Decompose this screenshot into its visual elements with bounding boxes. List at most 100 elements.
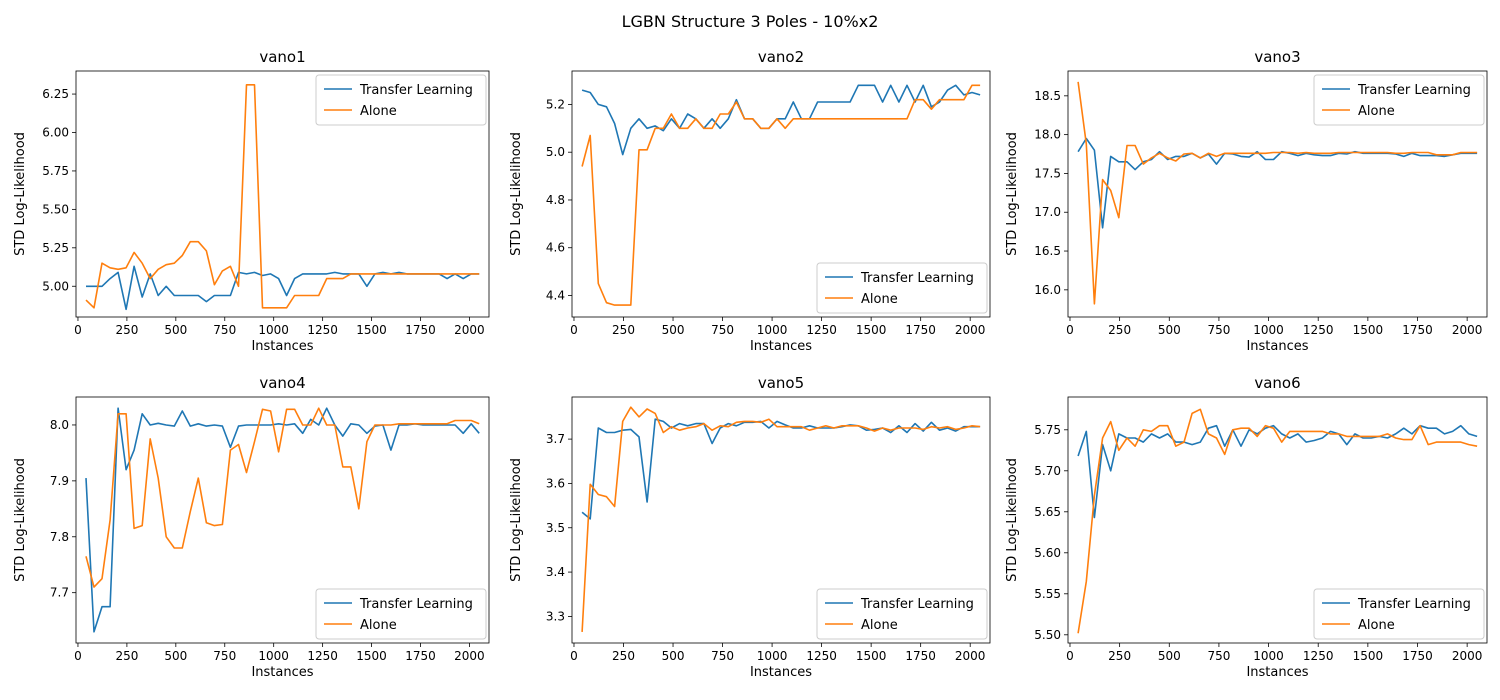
subplot-title: vano3 [1254,48,1300,66]
subplot-vano1: vano1 0 250 500 750 1000 1250 1500 1750 2000 5.00 5… [13,48,490,354]
y-tick-label: 5.60 [1034,546,1061,560]
legend-entry: Alone [1358,618,1395,633]
subplot-vano2: vano2 0 250 500 750 1000 1250 1500 1750 2000 4.4 4.… [509,48,991,354]
x-tick-label: 0 [570,323,578,337]
x-tick-label: 1750 [405,649,436,663]
y-tick-label: 5.50 [42,202,69,216]
legend-box [1313,74,1485,126]
x-tick-label: 750 [1207,649,1230,663]
y-axis-label: STD Log-Likelihood [13,132,28,256]
x-axis-label: Instances [1246,339,1308,354]
x-tick-label: 0 [74,323,82,337]
y-tick-label: 5.00 [42,279,69,293]
x-axis-label: Instances [251,339,313,354]
legend: Transfer Learning Alone [1313,74,1485,126]
y-tick-label: 5.25 [42,241,69,255]
legend: Transfer Learning Alone [1313,588,1485,640]
series-line-transfer-learning [1077,137,1478,229]
x-tick-label: 500 [1158,649,1181,663]
legend-entry: Alone [861,292,898,307]
series-line-alone [85,407,480,588]
y-tick-label: 17.0 [1034,205,1061,219]
x-tick-label: 250 [1108,323,1131,337]
series-line-transfer-learning [86,265,480,311]
x-tick-label: 2000 [1452,323,1483,337]
x-tick-label: 1000 [757,649,788,663]
subplot-vano5: vano5 0 250 500 750 1000 1250 1500 1750 2000 3.3 3.… [509,374,991,680]
subplot-title: vano5 [758,374,804,392]
subplot-title: vano6 [1254,374,1300,392]
legend: Transfer Learning Alone [816,262,988,314]
x-tick-label: 500 [1158,323,1181,337]
y-axis-label: STD Log-Likelihood [1005,132,1020,256]
x-tick-label: 1000 [258,323,289,337]
y-tick-label: 17.5 [1034,166,1061,180]
series-line-transfer-learning [581,418,981,520]
x-tick-label: 1250 [806,649,837,663]
y-tick-label: 3.7 [546,432,565,446]
y-tick-label: 7.8 [50,530,69,544]
x-tick-label: 750 [711,649,734,663]
legend-entry: Transfer Learning [1357,83,1471,98]
x-tick-label: 0 [1066,649,1074,663]
x-tick-label: 2000 [955,323,986,337]
x-tick-label: 1000 [1253,323,1284,337]
y-axis-label: STD Log-Likelihood [509,458,524,582]
legend-entry: Alone [861,618,898,633]
legend-box [816,588,988,640]
x-tick-label: 1750 [905,323,936,337]
legend-entry: Alone [1358,104,1395,119]
x-tick-label: 1750 [1402,649,1433,663]
subplot-vano6: vano6 0 250 500 750 1000 1250 1500 1750 2000 5.50 5… [1005,374,1488,680]
plot-frame [75,70,490,318]
y-tick-label: 18.0 [1034,128,1061,142]
x-tick-label: 0 [1066,323,1074,337]
plot-frame [75,396,490,644]
x-tick-label: 1000 [757,323,788,337]
x-tick-label: 2000 [454,323,485,337]
x-tick-label: 1750 [905,649,936,663]
y-tick-label: 5.70 [1034,464,1061,478]
x-tick-label: 750 [213,649,236,663]
x-tick-label: 1250 [806,323,837,337]
legend-entry: Transfer Learning [359,83,473,98]
figure-title: LGBN Structure 3 Poles - 10%x2 [622,12,879,31]
subplot-vano3: vano3 0 250 500 750 1000 1250 1500 1750 2000 16.0 1… [1005,48,1488,354]
y-tick-label: 7.9 [50,474,69,488]
x-tick-label: 1500 [856,323,887,337]
x-tick-label: 1750 [1402,323,1433,337]
x-axis-label: Instances [750,665,812,680]
x-tick-label: 1500 [1353,649,1384,663]
subplot-title: vano2 [758,48,804,66]
legend: Transfer Learning Alone [315,74,487,126]
y-tick-label: 4.8 [546,193,565,207]
y-tick-label: 5.0 [546,145,565,159]
x-tick-label: 500 [164,649,187,663]
series-line-alone [1077,408,1478,634]
x-tick-label: 250 [612,323,635,337]
y-tick-label: 5.75 [1034,423,1061,437]
x-tick-label: 1750 [405,323,436,337]
x-tick-label: 1000 [258,649,289,663]
x-tick-label: 1500 [856,649,887,663]
series-line-alone [1077,81,1478,305]
y-tick-label: 6.00 [42,126,69,140]
y-tick-label: 5.75 [42,164,69,178]
x-tick-label: 250 [612,649,635,663]
series-line-transfer-learning [1077,424,1478,519]
x-tick-label: 1250 [1303,323,1334,337]
x-tick-label: 1250 [307,649,338,663]
plot-frame [1067,396,1488,644]
legend-box [315,588,487,640]
subplot-title: vano1 [259,48,305,66]
y-tick-label: 5.65 [1034,505,1061,519]
x-tick-label: 1250 [1303,649,1334,663]
x-tick-label: 0 [74,649,82,663]
x-tick-label: 250 [115,649,138,663]
series-line-alone [581,84,981,306]
y-tick-label: 6.25 [42,87,69,101]
x-tick-label: 250 [1108,649,1131,663]
y-tick-label: 5.2 [546,97,565,111]
y-tick-label: 3.6 [546,476,565,490]
